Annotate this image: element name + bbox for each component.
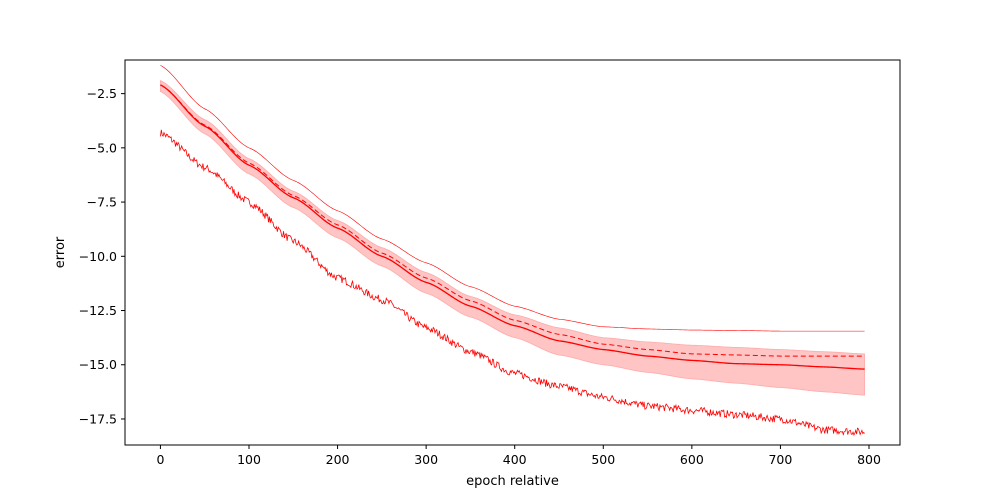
plot-area: [160, 65, 865, 437]
y-tick-label: −5.0: [87, 140, 117, 155]
x-axis-label: epoch relative: [466, 474, 559, 489]
x-tick-label: 300: [414, 452, 438, 467]
y-axis-label: error: [53, 236, 68, 268]
series-line-3: [160, 65, 865, 332]
x-tick-label: 800: [857, 452, 881, 467]
x-tick-label: 100: [237, 452, 261, 467]
axes-frame: [124, 59, 901, 446]
x-tick-label: 0: [156, 452, 164, 467]
x-tick-label: 700: [768, 452, 792, 467]
x-tick-label: 500: [591, 452, 615, 467]
y-tick-label: −12.5: [79, 303, 117, 318]
y-tick-label: −7.5: [87, 195, 117, 210]
series-line-4: [160, 129, 865, 437]
y-tick-label: −10.0: [79, 249, 117, 264]
y-tick-label: −15.0: [79, 357, 117, 372]
axis-ticks: 0 100 200 300 400 500 600 700 800 −2.5 −5.0 −7.5 −10…: [79, 86, 881, 467]
x-tick-label: 600: [680, 452, 704, 467]
x-tick-label: 200: [326, 452, 350, 467]
x-tick-label: 400: [503, 452, 527, 467]
series-line-2: [160, 84, 865, 357]
series-line-1: [160, 84, 865, 370]
confidence-band: [160, 79, 865, 396]
y-tick-label: −17.5: [79, 411, 117, 426]
y-tick-label: −2.5: [87, 86, 117, 101]
